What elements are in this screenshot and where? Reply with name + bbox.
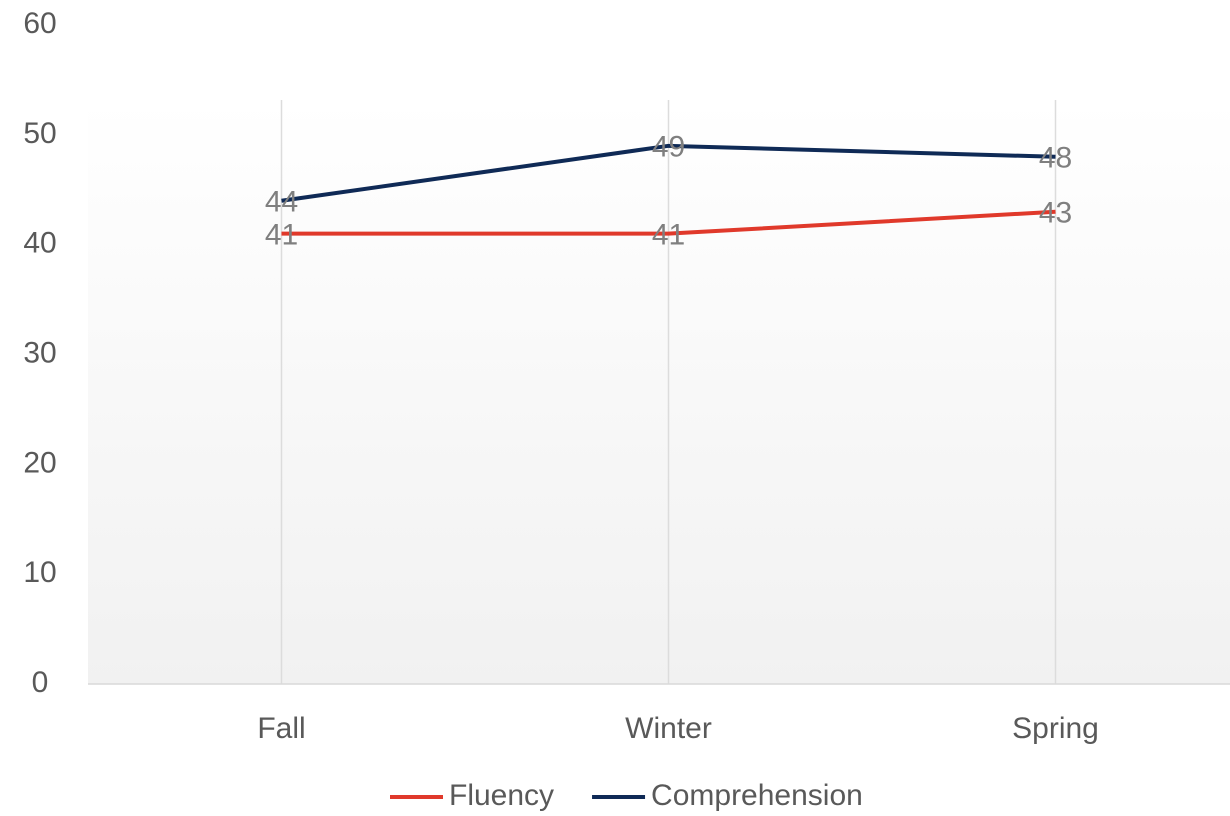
x-tick-label: Fall [257,712,305,745]
y-tick-label: 50 [23,117,56,150]
data-label: 41 [652,219,685,252]
y-tick-label: 20 [23,446,56,479]
y-tick-label: 40 [23,227,56,260]
y-tick-label: 60 [23,7,56,40]
data-label: 41 [265,219,298,252]
data-label: 43 [1039,197,1072,230]
x-tick-label: Spring [1012,712,1099,745]
data-label: 49 [652,131,685,164]
y-tick-label: 0 [32,666,49,699]
data-label: 48 [1039,142,1072,175]
plot-background [88,100,1230,684]
series-line [281,143,1056,203]
legend-label: Fluency [449,779,554,812]
y-tick-label: 30 [23,336,56,369]
x-tick-label: Winter [625,712,712,745]
data-label: 44 [265,186,298,219]
y-tick-label: 10 [23,556,56,589]
legend-label: Comprehension [651,779,863,812]
series-line [281,209,1056,236]
